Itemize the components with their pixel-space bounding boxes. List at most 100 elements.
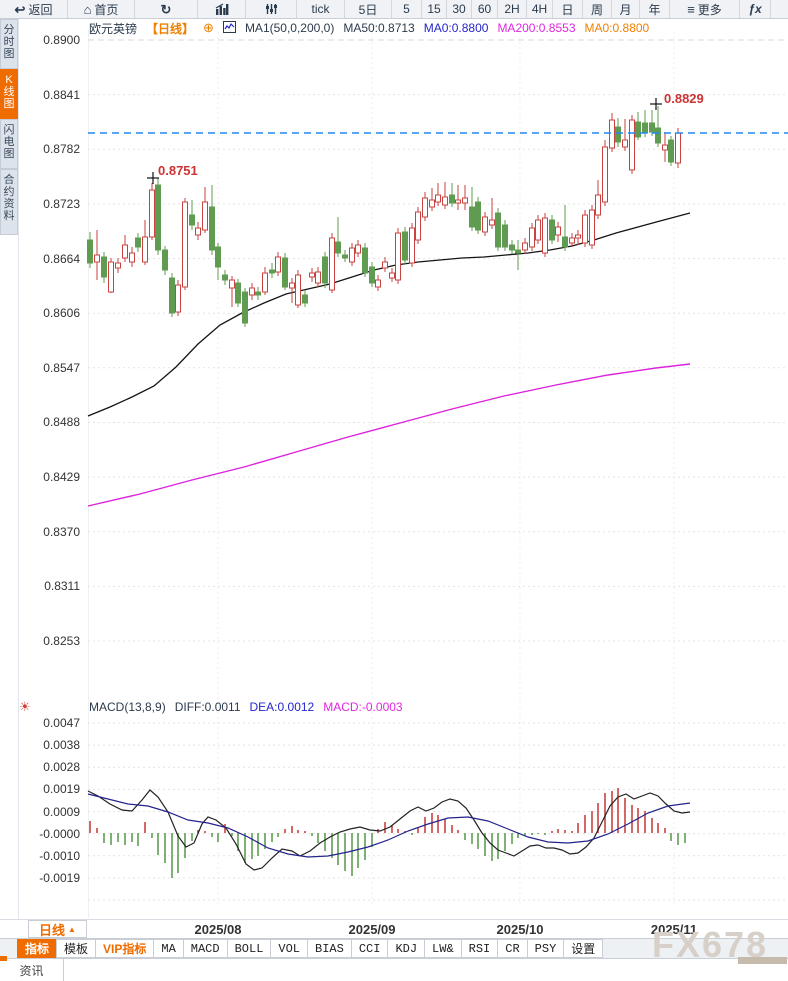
toolbar-item-m15[interactable]: 15	[422, 0, 447, 18]
sidebar-item-lightning-chart[interactable]: 闪电图	[0, 119, 18, 169]
sidebar-item-contract-info[interactable]: 合约资料	[0, 169, 18, 235]
toolbar-label: 更多	[697, 2, 722, 17]
tab-RSI[interactable]: RSI	[460, 939, 499, 958]
main-y-label: 0.8370	[43, 524, 80, 539]
toolbar-item-h2[interactable]: 2H	[498, 0, 527, 18]
toolbar-item-m5[interactable]: 5	[392, 0, 422, 18]
sidebar-divider	[18, 19, 19, 958]
horizontal-scrollbar-thumb[interactable]	[738, 957, 787, 964]
macd-y-label: -0.0019	[39, 870, 80, 885]
price-annotation-high2: 0.8829	[664, 91, 704, 106]
refresh-icon: ↻	[160, 1, 172, 17]
toolbar-item-more[interactable]: ≡ 更多	[670, 0, 740, 18]
main-chart-legend: 欧元英镑 【日线】 ⊕ MA1(50,0,200,0) MA50:0.8713 …	[89, 20, 650, 36]
period-selector-label: 日线	[39, 922, 66, 938]
bar-chart-icon	[215, 3, 229, 15]
top-toolbar: ↩ 返回 ⌂ 首页 ↻ tick 5日 5 15 30 60 2H 4H 日周月年 ≡ 更多 ƒx	[0, 0, 788, 19]
toolbar-label: 周	[590, 2, 603, 17]
main-y-label: 0.8488	[43, 415, 80, 430]
macd-name: MACD(13,8,9)	[89, 700, 166, 714]
macd-y-label: -0.0010	[39, 848, 80, 863]
price-annotation-high1: 0.8751	[158, 163, 198, 178]
ma-params: MA1(50,0,200,0)	[244, 21, 335, 35]
bottom-bar: 资讯	[0, 959, 788, 981]
back-arrow-icon: ↩	[14, 1, 26, 17]
tab-VOL[interactable]: VOL	[270, 939, 309, 958]
toolbar-item-month[interactable]: 月	[612, 0, 640, 18]
main-y-label: 0.8841	[43, 87, 80, 102]
tab-设置[interactable]: 设置	[563, 939, 604, 958]
plot-left-border	[88, 30, 89, 918]
main-y-label: 0.8429	[43, 470, 80, 485]
tab-VIP指标[interactable]: VIP指标	[95, 939, 155, 958]
period-selector-button[interactable]: 日线 ▲	[28, 920, 87, 938]
tab-指标[interactable]: 指标	[17, 939, 58, 958]
tab-MACD[interactable]: MACD	[182, 939, 228, 958]
equalizer-icon	[265, 3, 278, 15]
main-y-label: 0.8900	[43, 33, 80, 47]
toolbar-item-home[interactable]: ⌂ 首页	[68, 0, 135, 18]
toolbar-label: 15	[427, 2, 441, 16]
toolbar-item-tick[interactable]: tick	[297, 0, 345, 18]
toolbar-item-back[interactable]: ↩ 返回	[0, 0, 68, 18]
tab-PSY[interactable]: PSY	[526, 939, 565, 958]
footer-orange-indicator	[0, 956, 7, 961]
tab-CCI[interactable]: CCI	[350, 939, 389, 958]
ma0-orange-value: MA0:0.8800	[584, 21, 650, 35]
indicator-tab-bar: 指标 模板 VIP指标 MA MACD BOLL VOL BIAS CCI KDJ LW& RSI CR…	[0, 938, 788, 959]
toolbar-item-year[interactable]: 年	[640, 0, 670, 18]
tab-CR[interactable]: CR	[497, 939, 528, 958]
indicator-settings-icon[interactable]: ☀	[19, 699, 31, 714]
tab-BIAS[interactable]: BIAS	[307, 939, 352, 958]
toolbar-label: ƒx	[748, 2, 762, 16]
macd-hist-value: MACD:-0.0003	[323, 700, 403, 714]
toolbar-item-day[interactable]: 日	[553, 0, 583, 18]
x-axis-row: 日线 ▲ 2025/08 2025/09 2025/10 2025/11	[0, 919, 788, 938]
main-y-label: 0.8723	[43, 196, 80, 211]
sidebar-item-time-chart[interactable]: 分时图	[0, 19, 18, 69]
toolbar-item-fx[interactable]: ƒx	[740, 0, 771, 18]
macd-y-label: 0.0028	[43, 760, 80, 775]
symbol-name: 欧元英镑	[89, 21, 138, 36]
toolbar-label: 返回	[28, 2, 53, 17]
x-axis-label: 2025/09	[348, 922, 396, 937]
x-axis-label: 2025/11	[650, 922, 698, 937]
toolbar-item-m30[interactable]: 30	[447, 0, 472, 18]
macd-y-label: -0.0000	[39, 826, 80, 841]
macd-dea-value: DEA:0.0012	[249, 700, 315, 714]
toolbar-label: 5	[403, 2, 410, 16]
macd-legend: MACD(13,8,9) DIFF:0.0011 DEA:0.0012 MACD…	[89, 700, 403, 714]
tab-LW&[interactable]: LW&	[424, 939, 462, 958]
toolbar-item-5d[interactable]: 5日	[345, 0, 392, 18]
tab-模板[interactable]: 模板	[56, 939, 97, 958]
toolbar-item-week[interactable]: 周	[583, 0, 612, 18]
plus-circle-icon[interactable]: ⊕	[203, 20, 214, 35]
macd-y-label: 0.0019	[43, 782, 80, 797]
sidebar-item-kline-chart[interactable]: K线图	[0, 69, 18, 119]
toolbar-item-h4[interactable]: 4H	[527, 0, 553, 18]
toolbar-item-m60[interactable]: 60	[472, 0, 498, 18]
ma50-value: MA50:0.8713	[343, 21, 415, 35]
toolbar-item-refresh[interactable]: ↻	[135, 0, 198, 18]
toolbar-label: tick	[311, 2, 330, 16]
news-tab[interactable]: 资讯	[0, 959, 64, 981]
main-y-label: 0.8664	[43, 251, 80, 266]
macd-y-label: 0.0009	[43, 804, 80, 819]
tab-KDJ[interactable]: KDJ	[387, 939, 426, 958]
toolbar-label: 首页	[94, 2, 119, 17]
ma200-value: MA200:0.8553	[497, 21, 576, 35]
mini-chart-icon	[222, 20, 236, 36]
home-icon: ⌂	[83, 1, 92, 17]
tab-MA[interactable]: MA	[153, 939, 184, 958]
toolbar-item-equalizer[interactable]	[246, 0, 297, 18]
toolbar-item-bar-chart[interactable]	[198, 0, 246, 18]
x-axis-label: 2025/08	[194, 922, 242, 937]
tab-BOLL[interactable]: BOLL	[226, 939, 272, 958]
period-label: 【日线】	[146, 21, 195, 36]
toolbar-label: 年	[648, 2, 661, 17]
menu-icon: ≡	[687, 1, 695, 17]
main-y-label: 0.8606	[43, 306, 80, 321]
toolbar-label: 5日	[358, 2, 378, 17]
